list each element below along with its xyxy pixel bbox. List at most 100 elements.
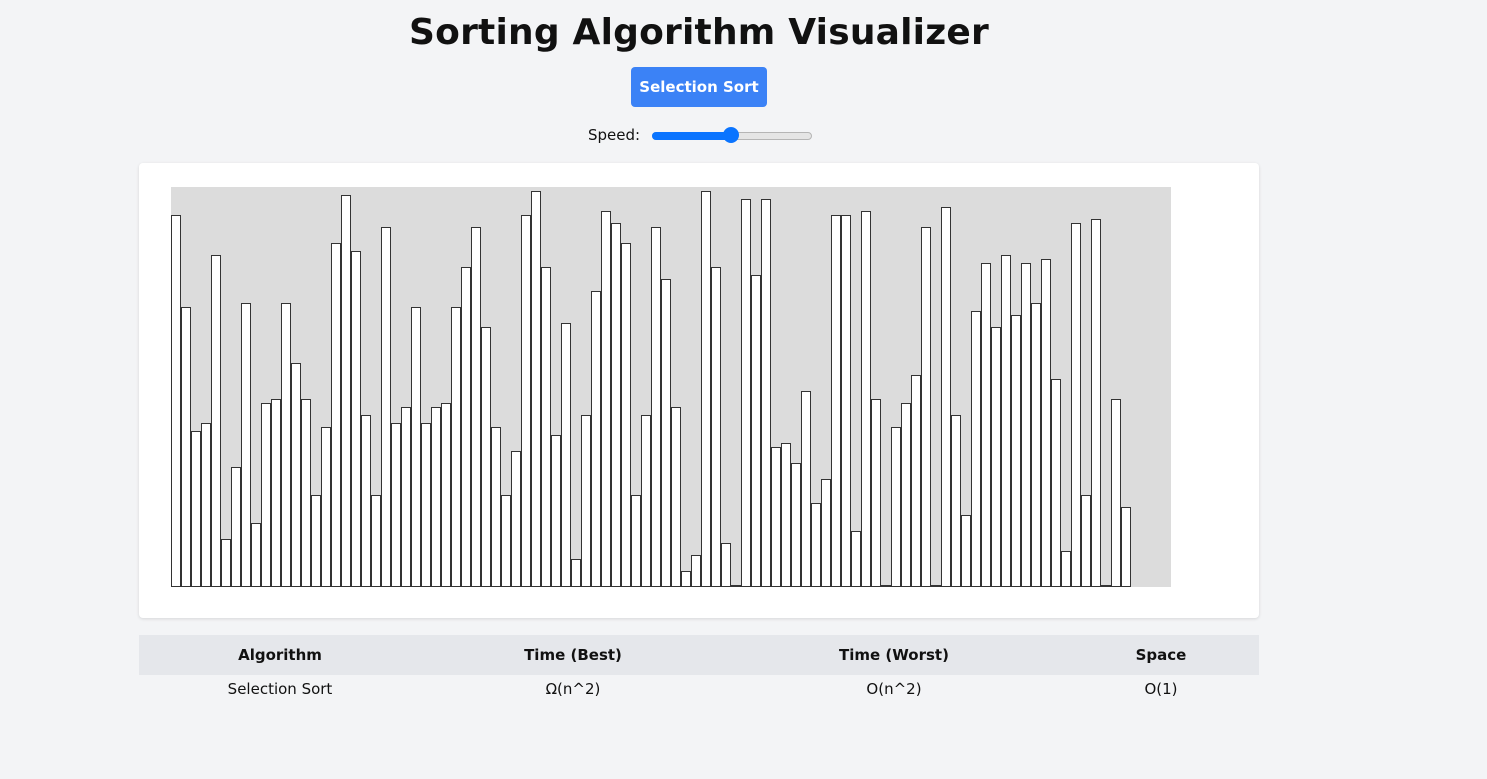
- array-bar: [1021, 263, 1031, 587]
- array-bar: [641, 415, 651, 587]
- array-bar: [421, 423, 431, 587]
- array-bar: [881, 585, 891, 587]
- array-bar: [981, 263, 991, 587]
- header-time-worst: Time (Worst): [725, 635, 1063, 675]
- array-bar: [1061, 551, 1071, 587]
- array-bar: [1081, 495, 1091, 587]
- array-bar: [1101, 585, 1111, 587]
- array-bar: [241, 303, 251, 587]
- array-bar: [911, 375, 921, 587]
- array-bar: [691, 555, 701, 587]
- header-time-best: Time (Best): [421, 635, 725, 675]
- array-bar: [271, 399, 281, 587]
- array-bar: [551, 435, 561, 587]
- array-bar: [1121, 507, 1131, 587]
- array-bar: [1001, 255, 1011, 587]
- array-bar: [621, 243, 631, 587]
- array-bar: [331, 243, 341, 587]
- array-bar: [991, 327, 1001, 587]
- array-bar: [901, 403, 911, 587]
- speed-slider-thumb[interactable]: [723, 127, 740, 143]
- array-bar: [341, 195, 351, 587]
- array-bar: [831, 215, 841, 587]
- array-bar: [791, 463, 801, 587]
- array-bar: [451, 307, 461, 587]
- array-bar: [721, 543, 731, 587]
- visualizer-card: [139, 163, 1259, 618]
- array-bar: [311, 495, 321, 587]
- array-bar: [801, 391, 811, 587]
- table-header-row: Algorithm Time (Best) Time (Worst) Space: [139, 635, 1259, 675]
- array-bar: [191, 431, 201, 587]
- array-bar: [501, 495, 511, 587]
- array-bar: [371, 495, 381, 587]
- array-bar: [351, 251, 361, 587]
- array-bar: [781, 443, 791, 587]
- array-bar: [571, 559, 581, 587]
- array-bar: [181, 307, 191, 587]
- array-bar: [211, 255, 221, 587]
- array-bar: [431, 407, 441, 587]
- array-bar: [951, 415, 961, 587]
- array-bar: [411, 307, 421, 587]
- array-bar: [491, 427, 501, 587]
- array-bar: [561, 323, 571, 587]
- array-bar: [531, 191, 541, 587]
- cell-space: O(1): [1144, 680, 1178, 698]
- array-bar: [231, 467, 241, 587]
- cell-time-worst: O(n^2): [866, 680, 922, 698]
- array-bar: [481, 327, 491, 587]
- array-bar: [771, 447, 781, 587]
- array-bar: [1011, 315, 1021, 587]
- array-bar: [281, 303, 291, 587]
- complexity-table: Algorithm Time (Best) Time (Worst) Space…: [139, 635, 1259, 703]
- array-bar: [1091, 219, 1101, 587]
- array-bar: [941, 207, 951, 587]
- array-bar: [861, 211, 871, 587]
- bars-area: [171, 187, 1171, 587]
- array-bar: [381, 227, 391, 587]
- array-bar: [1041, 259, 1051, 587]
- array-bar: [601, 211, 611, 587]
- array-bar: [541, 267, 551, 587]
- array-bar: [441, 403, 451, 587]
- array-bar: [1031, 303, 1041, 587]
- array-bar: [261, 403, 271, 587]
- array-bar: [1071, 223, 1081, 587]
- array-bar: [741, 199, 751, 587]
- array-bar: [851, 531, 861, 587]
- array-bar: [811, 503, 821, 587]
- speed-control: Speed:: [588, 124, 813, 146]
- array-bar: [731, 585, 741, 587]
- header-space: Space: [1063, 635, 1259, 675]
- array-bar: [521, 215, 531, 587]
- array-bar: [681, 571, 691, 587]
- array-bar: [171, 215, 181, 587]
- array-bar: [971, 311, 981, 587]
- page-title: Sorting Algorithm Visualizer: [409, 12, 989, 53]
- array-bar: [391, 423, 401, 587]
- cell-time-best: Ω(n^2): [545, 680, 601, 698]
- header-algorithm: Algorithm: [139, 635, 421, 675]
- array-bar: [361, 415, 371, 587]
- speed-slider[interactable]: [652, 127, 813, 143]
- array-bar: [671, 407, 681, 587]
- speed-label: Speed:: [588, 126, 641, 144]
- array-bar: [221, 539, 231, 587]
- array-bar: [471, 227, 481, 587]
- array-bar: [291, 363, 301, 587]
- array-bar: [611, 223, 621, 587]
- array-bar: [511, 451, 521, 587]
- array-bar: [661, 279, 671, 587]
- array-bar: [251, 523, 261, 587]
- array-bar: [201, 423, 211, 587]
- array-bar: [651, 227, 661, 587]
- array-bar: [301, 399, 311, 587]
- array-bar: [761, 199, 771, 587]
- array-bar: [1051, 379, 1061, 587]
- table-row: Selection Sort Ω(n^2) O(n^2) O(1): [139, 675, 1259, 703]
- array-bar: [711, 267, 721, 587]
- array-bar: [461, 267, 471, 587]
- selection-sort-button[interactable]: Selection Sort: [631, 67, 767, 107]
- array-bar: [921, 227, 931, 587]
